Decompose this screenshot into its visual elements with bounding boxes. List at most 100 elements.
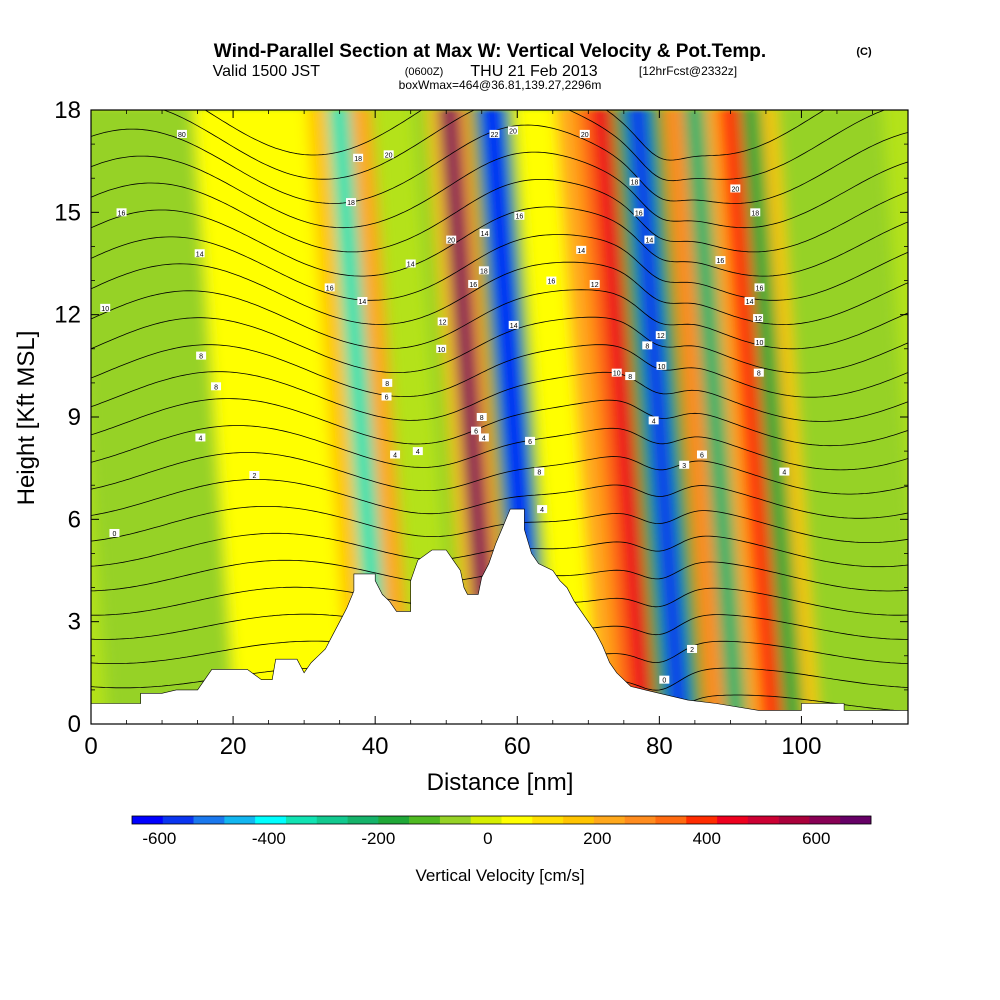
colorbar-swatch	[593, 816, 625, 824]
terrain-mask	[91, 508, 908, 724]
svg-text:16: 16	[756, 285, 764, 292]
x-tick-label: 40	[362, 733, 389, 760]
contour-label: 12	[655, 331, 666, 340]
contour-label: 4	[478, 433, 489, 442]
svg-text:8: 8	[480, 415, 484, 422]
svg-text:18: 18	[631, 180, 639, 187]
svg-text:6: 6	[700, 453, 704, 460]
svg-text:16: 16	[635, 210, 643, 217]
svg-text:20: 20	[385, 152, 393, 159]
svg-text:6: 6	[385, 395, 389, 402]
svg-text:10: 10	[101, 306, 109, 313]
svg-text:14: 14	[746, 299, 754, 306]
y-tick-label: 6	[68, 506, 81, 533]
svg-text:14: 14	[646, 238, 654, 245]
contour-label: 14	[508, 320, 519, 330]
y-tick-label: 0	[68, 711, 81, 738]
contour-label: 3	[679, 460, 690, 470]
theta-contour	[91, 371, 908, 422]
contour-label: 14	[357, 297, 368, 306]
theta-contour	[91, 425, 908, 471]
svg-text:8: 8	[628, 374, 632, 381]
svg-text:14: 14	[358, 299, 366, 306]
contour-label: 20	[446, 235, 457, 245]
colorbar-swatch	[655, 816, 687, 824]
svg-text:12: 12	[657, 333, 665, 340]
theta-contour	[91, 479, 908, 519]
colorbar-swatch	[747, 816, 779, 824]
contour-label: 10	[611, 368, 622, 378]
theta-contour	[91, 151, 908, 229]
svg-text:8: 8	[537, 470, 541, 477]
svg-text:4: 4	[198, 435, 202, 442]
colorbar-tick-label: -200	[361, 829, 395, 848]
contour-label: 8	[476, 413, 487, 422]
svg-text:10: 10	[437, 347, 445, 354]
theta-contour	[91, 289, 908, 350]
theta-contour	[91, 452, 908, 495]
contour-label: 4	[390, 450, 401, 460]
theta-contour	[162, 110, 886, 182]
velocity-background-band	[91, 110, 236, 724]
svg-text:0: 0	[662, 678, 666, 685]
contour-label: 0	[659, 675, 670, 685]
contour-label: 2	[687, 644, 698, 654]
svg-text:80: 80	[178, 132, 186, 139]
svg-text:18: 18	[354, 156, 362, 163]
y-tick-label: 18	[54, 97, 81, 124]
contour-label: 0	[109, 528, 120, 538]
svg-text:16: 16	[717, 258, 725, 265]
contour-label: 16	[324, 283, 335, 292]
contour-label: 6	[471, 426, 482, 436]
x-tick-label: 100	[781, 733, 821, 760]
subtitle-date: THU 21 Feb 2013	[470, 63, 597, 80]
y-tick-label: 3	[68, 609, 81, 636]
velocity-band	[591, 110, 656, 724]
contour-label: 20	[579, 129, 590, 139]
contour-label: 14	[744, 297, 755, 306]
contour-label: 10	[656, 361, 667, 371]
colorbar-swatch	[563, 816, 595, 824]
velocity-background-band	[775, 110, 908, 724]
colorbar-swatch	[840, 816, 872, 824]
contour-label: 6	[696, 450, 707, 460]
contour-label: 12	[437, 317, 448, 326]
chart-title: Wind-Parallel Section at Max W: Vertical…	[214, 41, 766, 62]
velocity-band	[761, 110, 819, 724]
svg-text:0: 0	[112, 531, 116, 538]
theta-contour	[91, 234, 908, 301]
contour-label: 6	[381, 392, 392, 402]
colorbar-tick-label: 600	[802, 829, 830, 848]
svg-text:16: 16	[326, 285, 334, 292]
colorbar-swatch	[132, 816, 164, 824]
colorbar-swatch	[778, 816, 810, 824]
svg-text:16: 16	[469, 282, 477, 289]
contour-label: 8	[642, 341, 653, 350]
contour-label: 4	[412, 447, 423, 456]
contour-label: 2	[249, 470, 260, 480]
svg-text:2: 2	[252, 473, 256, 480]
contour-label: 22	[489, 129, 500, 139]
svg-text:4: 4	[782, 470, 786, 477]
theta-contour	[91, 316, 908, 374]
contour-label: 18	[346, 198, 357, 207]
contour-label: 14	[644, 235, 655, 245]
velocity-background-band	[193, 110, 350, 724]
x-tick-label: 20	[220, 733, 247, 760]
theta-contour	[91, 398, 908, 447]
contour-label: 20	[383, 150, 394, 159]
svg-text:8: 8	[757, 371, 761, 378]
contour-label: 8	[625, 372, 636, 381]
svg-text:14: 14	[510, 323, 518, 330]
colorbar-tick-label: 0	[483, 829, 492, 848]
contour-label: 12	[753, 314, 764, 323]
colorbar-swatch	[193, 816, 225, 824]
svg-text:6: 6	[528, 439, 532, 446]
svg-text:14: 14	[481, 231, 489, 238]
subtitle-valid-time: Valid 1500 JST	[213, 63, 321, 80]
contour-label: 80	[176, 129, 187, 139]
svg-text:6: 6	[474, 429, 478, 436]
colorbar-tick-label: -600	[142, 829, 176, 848]
svg-text:18: 18	[480, 268, 488, 275]
svg-text:20: 20	[447, 238, 455, 245]
